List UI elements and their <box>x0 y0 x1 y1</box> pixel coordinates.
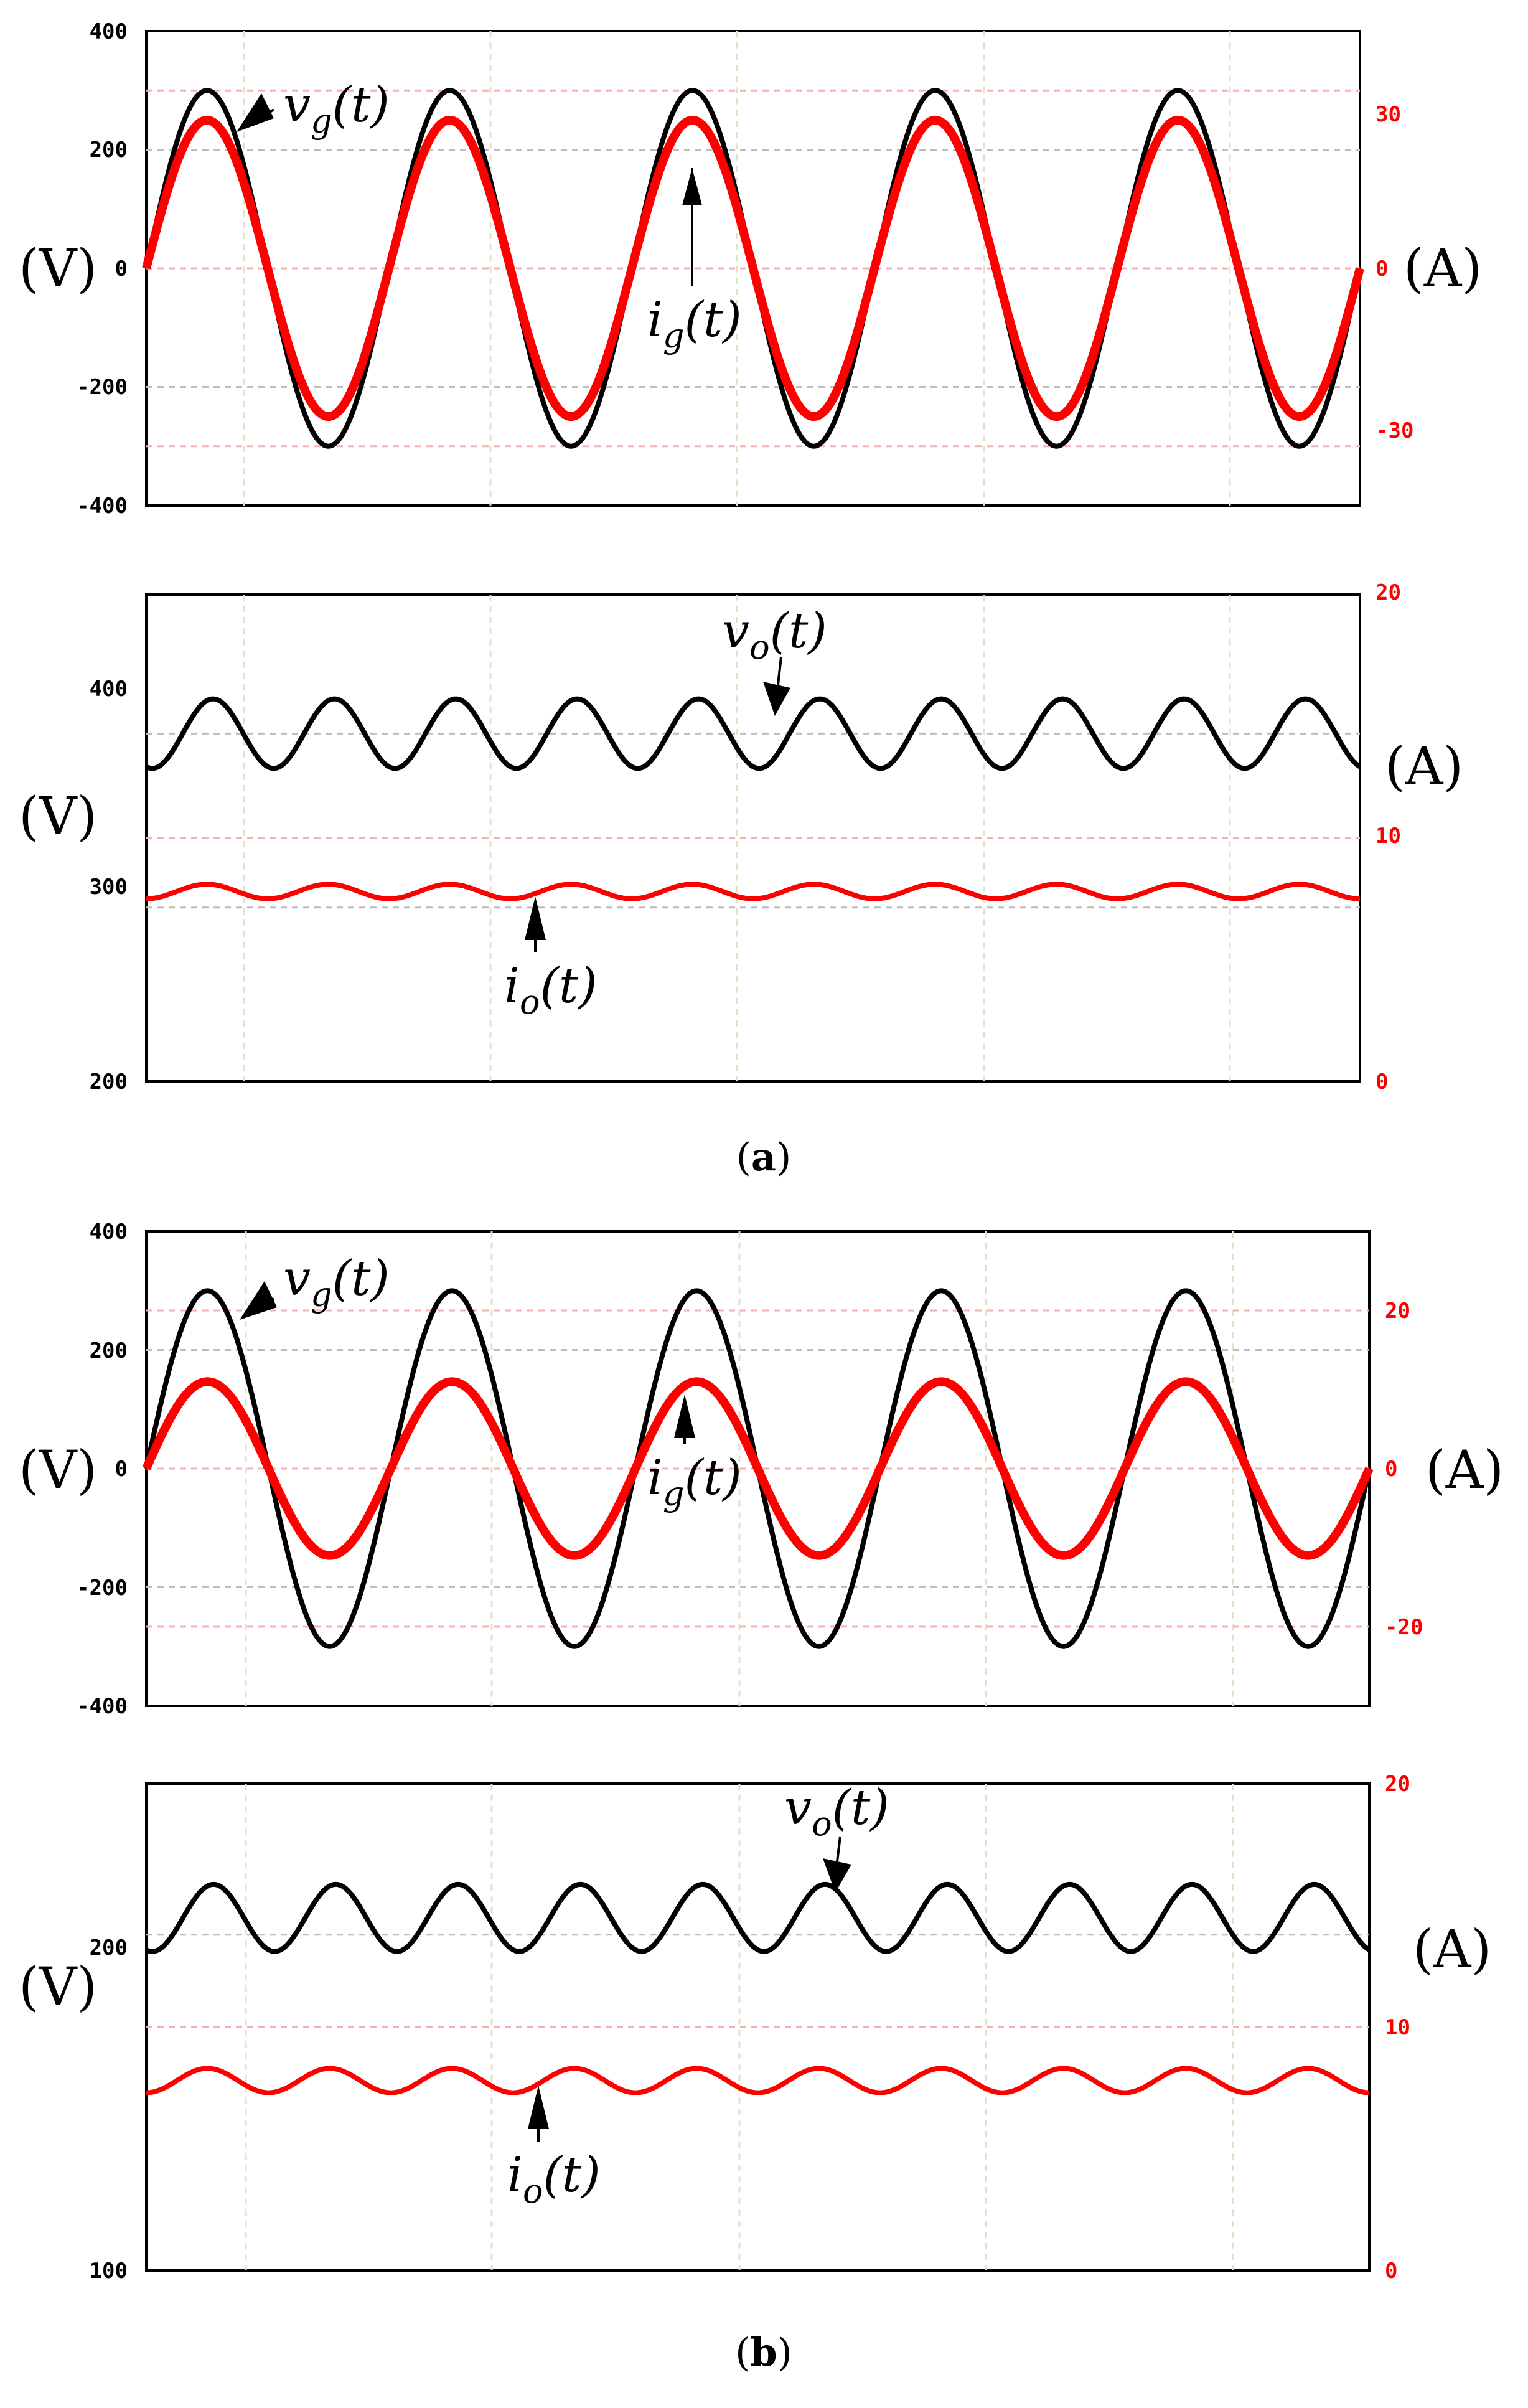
right-axis-ticks: 30 0 -30 <box>1376 102 1413 443</box>
svg-text:io(t): io(t) <box>504 958 598 1022</box>
left-tick: -400 <box>77 494 128 519</box>
left-tick: 0 <box>115 1457 128 1482</box>
left-axis-ticks: 400 200 0 -200 -400 <box>77 1220 128 1719</box>
series-line <box>145 696 1362 771</box>
left-tick: -400 <box>77 1694 128 1719</box>
grid <box>146 595 1360 1081</box>
right-tick: -20 <box>1385 1615 1423 1640</box>
right-tick: 0 <box>1376 1070 1388 1094</box>
annotation-ig: ig(t) <box>647 168 742 355</box>
series-group <box>145 696 1362 901</box>
right-tick: 0 <box>1385 1457 1397 1482</box>
annotation-vo: vo(t) <box>722 603 827 716</box>
svg-text:vg(t): vg(t) <box>283 77 390 141</box>
right-tick: 10 <box>1376 824 1401 849</box>
left-tick: 300 <box>90 875 128 900</box>
right-axis-ticks: 20 0 -20 <box>1385 1299 1423 1640</box>
right-tick: 0 <box>1376 256 1388 281</box>
left-tick: -200 <box>77 375 128 400</box>
left-axis-ticks: 400 200 0 -200 -400 <box>77 19 128 519</box>
left-tick: 200 <box>90 1935 128 1960</box>
right-tick: 10 <box>1385 2015 1410 2040</box>
left-tick: 100 <box>90 2259 128 2283</box>
left-tick: 0 <box>115 256 128 281</box>
series-line <box>142 1377 1374 1560</box>
annotation-vg: vg(t) <box>237 77 390 141</box>
right-tick: 30 <box>1376 102 1401 127</box>
annotation-vg: vg(t) <box>240 1251 390 1320</box>
chart-a1: 400 200 0 -200 -400 30 0 -30 (V) (A) vg(… <box>19 19 1482 519</box>
right-tick: -30 <box>1376 418 1413 443</box>
right-axis-unit: (A) <box>1425 1439 1504 1500</box>
svg-text:ig(t): ig(t) <box>647 1450 742 1513</box>
svg-text:ig(t): ig(t) <box>647 292 742 355</box>
svg-text:io(t): io(t) <box>507 2147 601 2211</box>
svg-text:vo(t): vo(t) <box>722 603 827 667</box>
chart-a2: 400 300 200 20 10 0 (V) (A) vo(t) io(t) <box>19 580 1463 1094</box>
right-axis-unit: (A) <box>1385 736 1463 797</box>
right-tick: 0 <box>1385 2259 1397 2283</box>
left-tick: 200 <box>90 138 128 162</box>
chart-b2: 200 100 20 10 0 (V) (A) vo(t) io(t) <box>19 1772 1491 2283</box>
right-axis-unit: (A) <box>1413 1919 1491 1980</box>
left-tick: 200 <box>90 1338 128 1363</box>
chart-b1: 400 200 0 -200 -400 20 0 -20 (V) (A) vg(… <box>19 1220 1504 1719</box>
left-axis-unit: (V) <box>19 786 97 847</box>
left-tick: 400 <box>90 19 128 44</box>
annotation-io: io(t) <box>507 2086 601 2211</box>
left-axis-unit: (V) <box>19 238 97 299</box>
series-group <box>145 1881 1371 2095</box>
series-line <box>142 115 1364 421</box>
right-axis-unit: (A) <box>1404 238 1482 299</box>
right-axis-ticks: 20 10 0 <box>1385 1772 1410 2283</box>
svg-text:vg(t): vg(t) <box>283 1251 390 1314</box>
series-group <box>142 88 1364 449</box>
left-tick: 400 <box>90 677 128 702</box>
grid <box>146 1784 1369 2270</box>
svg-text:vo(t): vo(t) <box>784 1780 889 1843</box>
left-tick: 400 <box>90 1220 128 1244</box>
series-line <box>145 1881 1371 1954</box>
series-group <box>142 1288 1374 1649</box>
series-line <box>146 2066 1370 2095</box>
left-tick: 200 <box>90 1070 128 1094</box>
left-axis-ticks: 200 100 <box>90 1935 128 2283</box>
left-axis-ticks: 400 300 200 <box>90 677 128 1094</box>
right-tick: 20 <box>1376 580 1401 605</box>
annotation-vo: vo(t) <box>784 1780 889 1893</box>
right-tick: 20 <box>1385 1299 1410 1324</box>
right-axis-ticks: 20 10 0 <box>1376 580 1401 1094</box>
annotation-io: io(t) <box>504 896 598 1022</box>
caption-a: (a) <box>736 1134 792 1180</box>
series-line <box>146 882 1361 901</box>
left-axis-unit: (V) <box>19 1439 97 1500</box>
left-axis-unit: (V) <box>19 1956 97 2017</box>
left-tick: -200 <box>77 1576 128 1601</box>
caption-b: (b) <box>735 2330 792 2375</box>
right-tick: 20 <box>1385 1772 1410 1797</box>
